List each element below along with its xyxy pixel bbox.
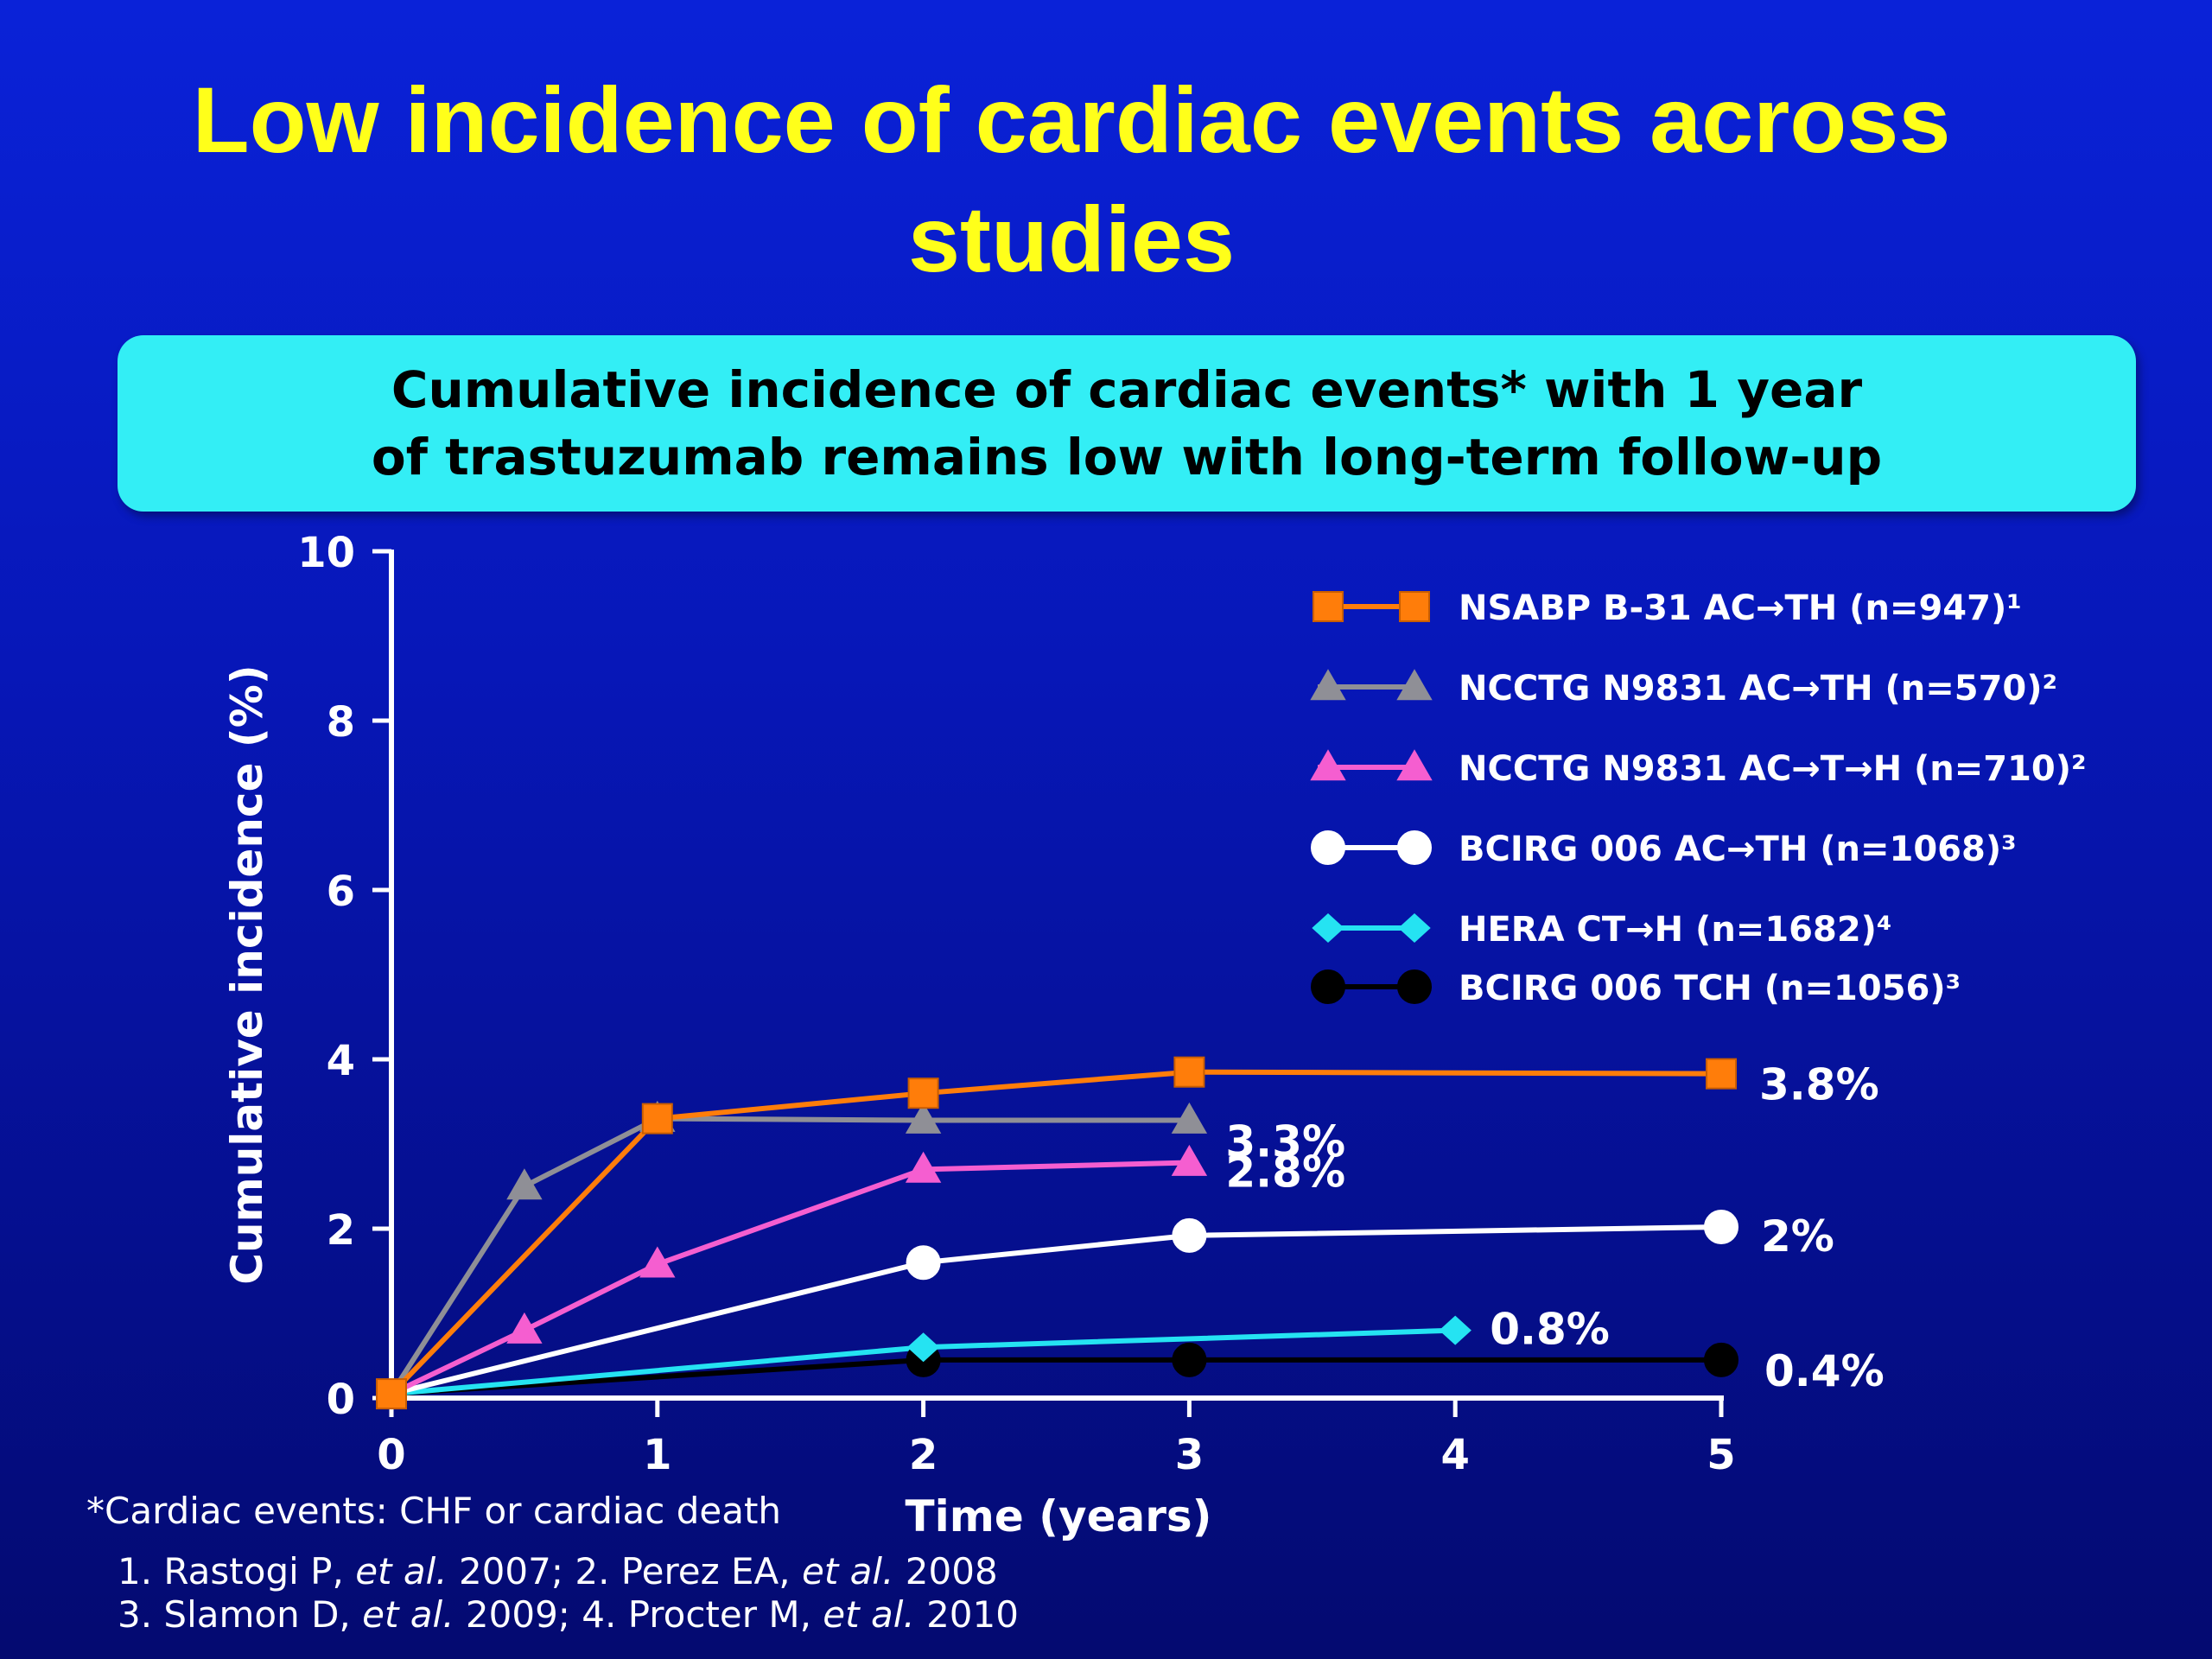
x-tick-label: 2	[909, 1431, 938, 1479]
y-tick-label: 0	[327, 1376, 355, 1424]
legend-1-marker	[1313, 591, 1344, 622]
references: 1. Rastogi P, et al. 2007; 2. Perez EA, …	[118, 1550, 1019, 1637]
series-1-point	[1706, 1058, 1737, 1090]
series-1-point	[1173, 1056, 1205, 1088]
series-2-point	[506, 1168, 543, 1200]
legend-6-label: BCIRG 006 TCH (n=1056)³	[1459, 969, 1961, 1008]
x-tick-label: 0	[377, 1431, 405, 1479]
series-3-point	[905, 1151, 942, 1183]
slide-title: Low incidence of cardiac events across s…	[0, 60, 2143, 299]
legend-6-marker	[1397, 969, 1432, 1004]
banner-line1: Cumulative incidence of cardiac events* …	[391, 360, 1863, 419]
series-3-point	[1171, 1144, 1208, 1176]
series-6-point	[1704, 1342, 1738, 1377]
slide-title-line2: studies	[907, 187, 1236, 291]
series-3-point	[506, 1312, 543, 1344]
legend-5-label: HERA CT→H (n=1682)⁴	[1459, 910, 1891, 950]
legend-1-marker	[1399, 591, 1430, 622]
series-5-point	[906, 1332, 940, 1363]
series-6-end-label: 0.4%	[1764, 1346, 1885, 1396]
y-tick-label: 10	[297, 529, 355, 577]
legend-3-label: NCCTG N9831 AC→T→H (n=710)²	[1459, 749, 2087, 789]
y-axis-title: Cumulative incidence (%)	[222, 664, 272, 1284]
series-1-point	[641, 1103, 673, 1135]
series-2-line	[389, 1116, 1190, 1395]
series-4-point	[1704, 1210, 1738, 1245]
reference-line-2: 3. Slamon D, et al. 2009; 4. Procter M, …	[118, 1593, 1019, 1636]
series-1-point	[907, 1077, 939, 1109]
series-1-point	[376, 1378, 407, 1410]
y-tick-label: 2	[327, 1206, 355, 1255]
x-tick-label: 1	[643, 1431, 671, 1479]
legend-6-marker	[1311, 969, 1345, 1004]
subtitle-banner: Cumulative incidence of cardiac events* …	[118, 335, 2136, 512]
banner-line2: of trastuzumab remains low with long-ter…	[371, 428, 1883, 486]
x-tick-label: 4	[1440, 1431, 1469, 1479]
legend-4-label: BCIRG 006 AC→TH (n=1068)³	[1459, 830, 2017, 869]
series-4-end-label: 2%	[1761, 1211, 1834, 1262]
x-tick-label: 5	[1707, 1431, 1735, 1479]
legend-2-marker	[1396, 669, 1433, 701]
y-tick-label: 8	[327, 698, 355, 747]
series-4-point	[1172, 1217, 1207, 1253]
series-3-end-label: 2.8%	[1225, 1147, 1345, 1198]
y-tick-label: 4	[327, 1037, 355, 1085]
series-5-end-label: 0.8%	[1490, 1305, 1610, 1355]
cardiac-events-footnote: *Cardiac events: CHF or cardiac death	[86, 1490, 782, 1532]
x-axis-title: Time (years)	[905, 1491, 1211, 1541]
series-4-line	[391, 1224, 1722, 1397]
legend-4-marker	[1397, 830, 1432, 865]
legend-3-marker	[1310, 749, 1346, 781]
series-5-point	[1439, 1315, 1471, 1345]
slide-title-line1: Low incidence of cardiac events across	[192, 67, 1951, 172]
legend-4-marker	[1311, 830, 1345, 865]
series-6-point	[1172, 1342, 1207, 1377]
series-2-point	[905, 1102, 942, 1134]
legend-5-marker	[1312, 913, 1344, 943]
series-4-point	[906, 1245, 941, 1281]
series-3-point	[639, 1246, 676, 1278]
legend-3-marker	[1396, 749, 1433, 781]
series-2-point	[1171, 1102, 1208, 1134]
legend-5-marker	[1398, 913, 1431, 943]
x-tick-label: 3	[1175, 1431, 1204, 1479]
series-2-end-label: 3.3%	[1225, 1117, 1345, 1167]
series-6-line	[391, 1357, 1721, 1397]
series-1-end-label: 3.8%	[1759, 1060, 1879, 1110]
legend-2-marker	[1310, 669, 1346, 701]
y-tick-label: 6	[327, 868, 355, 916]
legend-2-label: NCCTG N9831 AC→TH (n=570)²	[1459, 669, 2057, 709]
reference-line-1: 1. Rastogi P, et al. 2007; 2. Perez EA, …	[118, 1550, 998, 1592]
legend-1-label: NSABP B-31 AC→TH (n=947)¹	[1459, 588, 2022, 628]
